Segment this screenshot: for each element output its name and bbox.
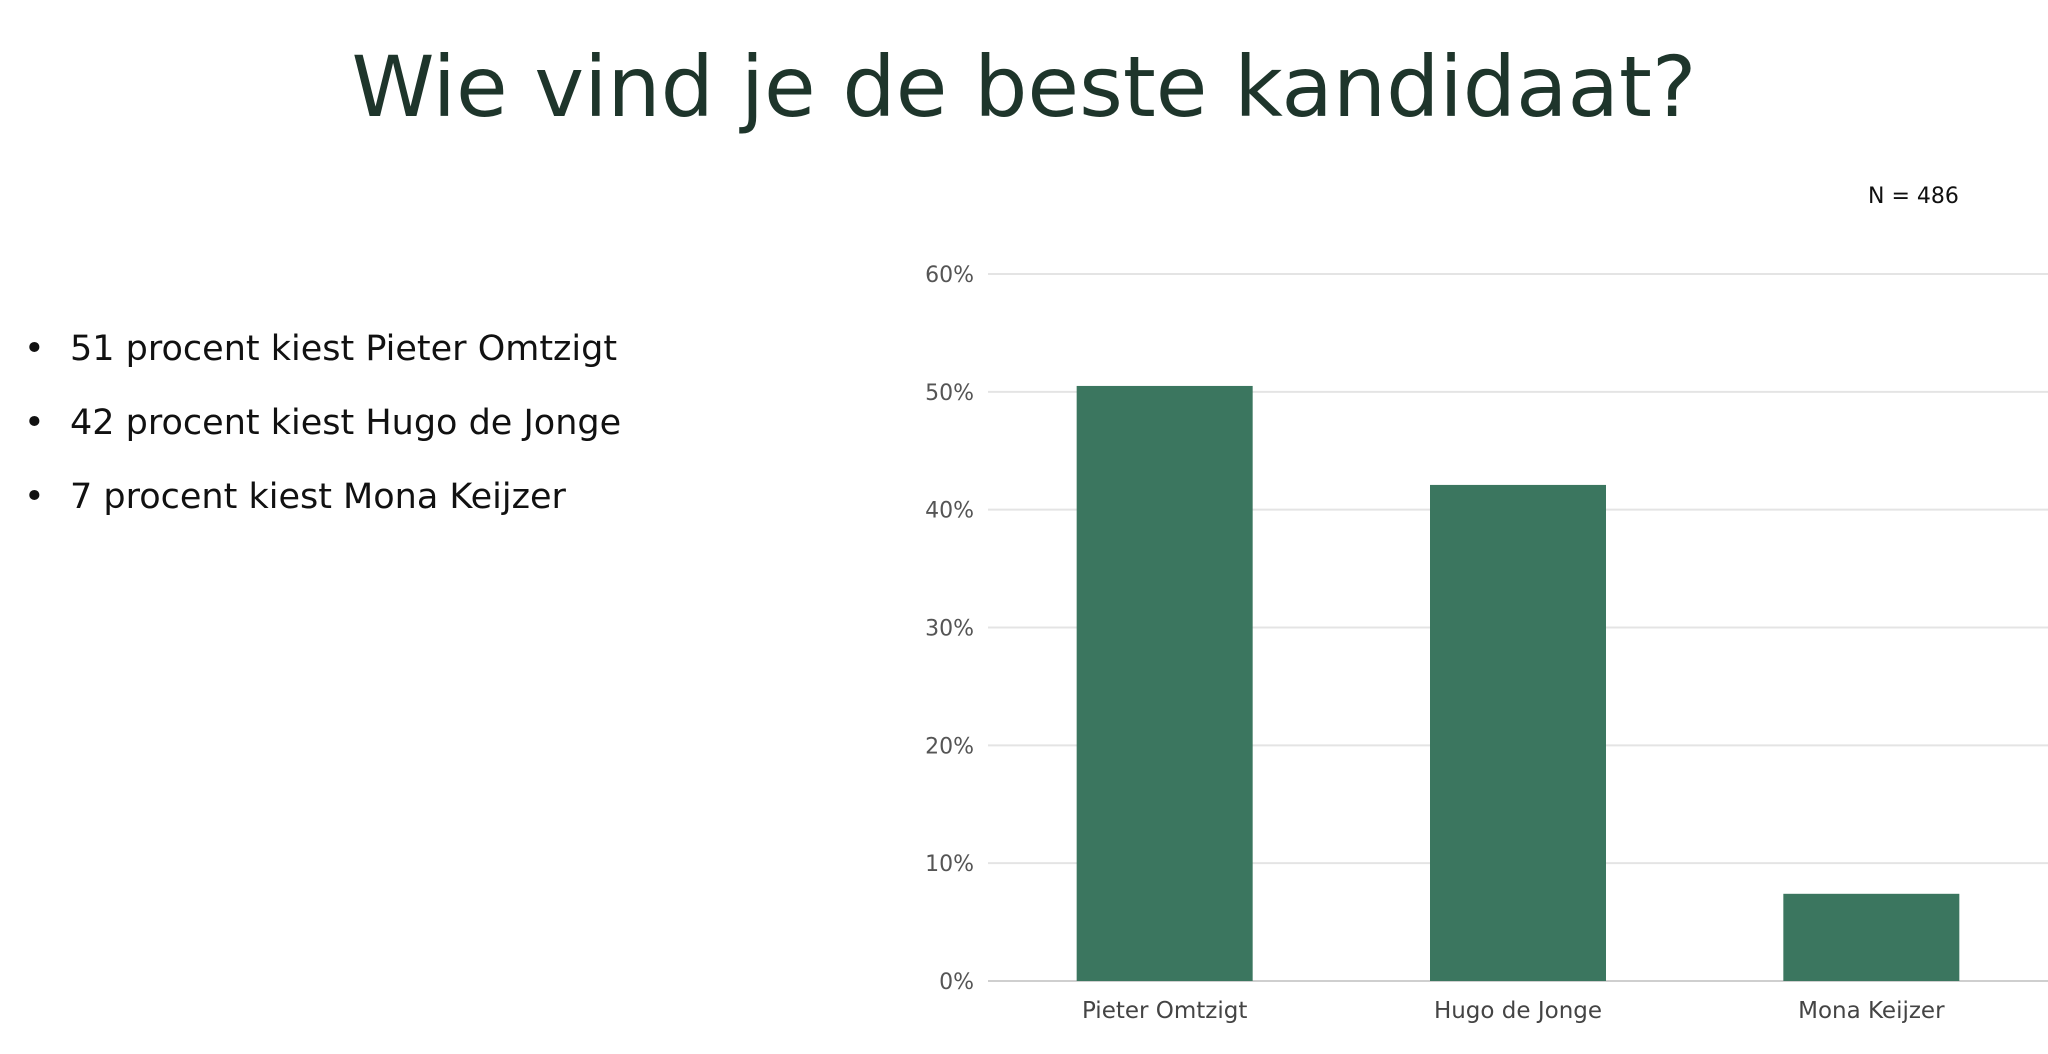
slide-title: Wie vind je de beste kandidaat? xyxy=(351,38,1697,136)
bullet-item: • 51 procent kiest Pieter Omtzigt xyxy=(24,312,621,386)
y-tick-label: 30% xyxy=(925,617,974,642)
bar xyxy=(1783,893,1960,981)
y-tick-label: 20% xyxy=(925,734,974,759)
bar xyxy=(1430,484,1606,981)
bullet-item: • 7 procent kiest Mona Keijzer xyxy=(24,460,621,534)
y-tick-label: 40% xyxy=(925,499,974,524)
bullet-list: • 51 procent kiest Pieter Omtzigt • 42 pro… xyxy=(24,312,621,534)
bullet-text: 51 procent kiest Pieter Omtzigt xyxy=(70,329,618,369)
bar xyxy=(1076,385,1253,981)
y-tick-label: 60% xyxy=(925,263,974,288)
bullet-text: 42 procent kiest Hugo de Jonge xyxy=(70,403,622,443)
bullet-icon: • xyxy=(24,403,45,443)
y-tick-label: 50% xyxy=(925,381,974,406)
bullet-icon: • xyxy=(24,477,45,517)
sample-size-label: N = 486 xyxy=(1868,184,1959,209)
x-tick-label: Mona Keijzer xyxy=(1798,998,1945,1024)
bullet-text: 7 procent kiest Mona Keijzer xyxy=(70,477,566,517)
bar-chart: 0% 10% 20% 30% 40% 50% 60% Pieter Omtzigt Hugo d… xyxy=(925,263,2048,1024)
x-tick-label: Hugo de Jonge xyxy=(1434,998,1602,1024)
y-tick-label: 10% xyxy=(925,852,974,877)
bullet-icon: • xyxy=(24,329,45,369)
bullet-item: • 42 procent kiest Hugo de Jonge xyxy=(24,386,621,460)
x-tick-label: Pieter Omtzigt xyxy=(1082,998,1247,1024)
y-tick-label: 0% xyxy=(939,970,974,995)
